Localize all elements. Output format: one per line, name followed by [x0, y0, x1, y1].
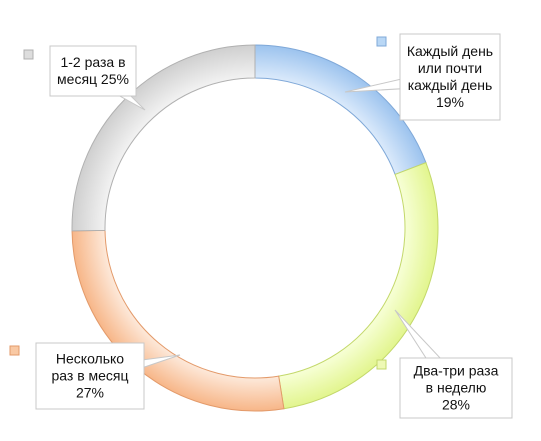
- data-label: Два-три раза в неделю 28%: [414, 363, 499, 413]
- legend-marker: [9, 345, 20, 356]
- legend-marker: [376, 36, 387, 47]
- legend-marker: [23, 49, 34, 60]
- callout-4: 1-2 раза в месяц 25%: [23, 45, 146, 111]
- data-label: 1-2 раза в месяц 25%: [57, 54, 129, 87]
- callout-2: Два-три раза в неделю 28%: [376, 309, 513, 419]
- legend-marker: [376, 359, 387, 370]
- callout-3: Несколько раз в месяц 27%: [9, 342, 181, 410]
- donut-slice-4: [71, 44, 256, 232]
- data-label: Каждый день или почти каждый день 19%: [407, 43, 493, 110]
- callout-1: Каждый день или почти каждый день 19%: [344, 33, 501, 121]
- data-label: Несколько раз в месяц 27%: [51, 351, 128, 401]
